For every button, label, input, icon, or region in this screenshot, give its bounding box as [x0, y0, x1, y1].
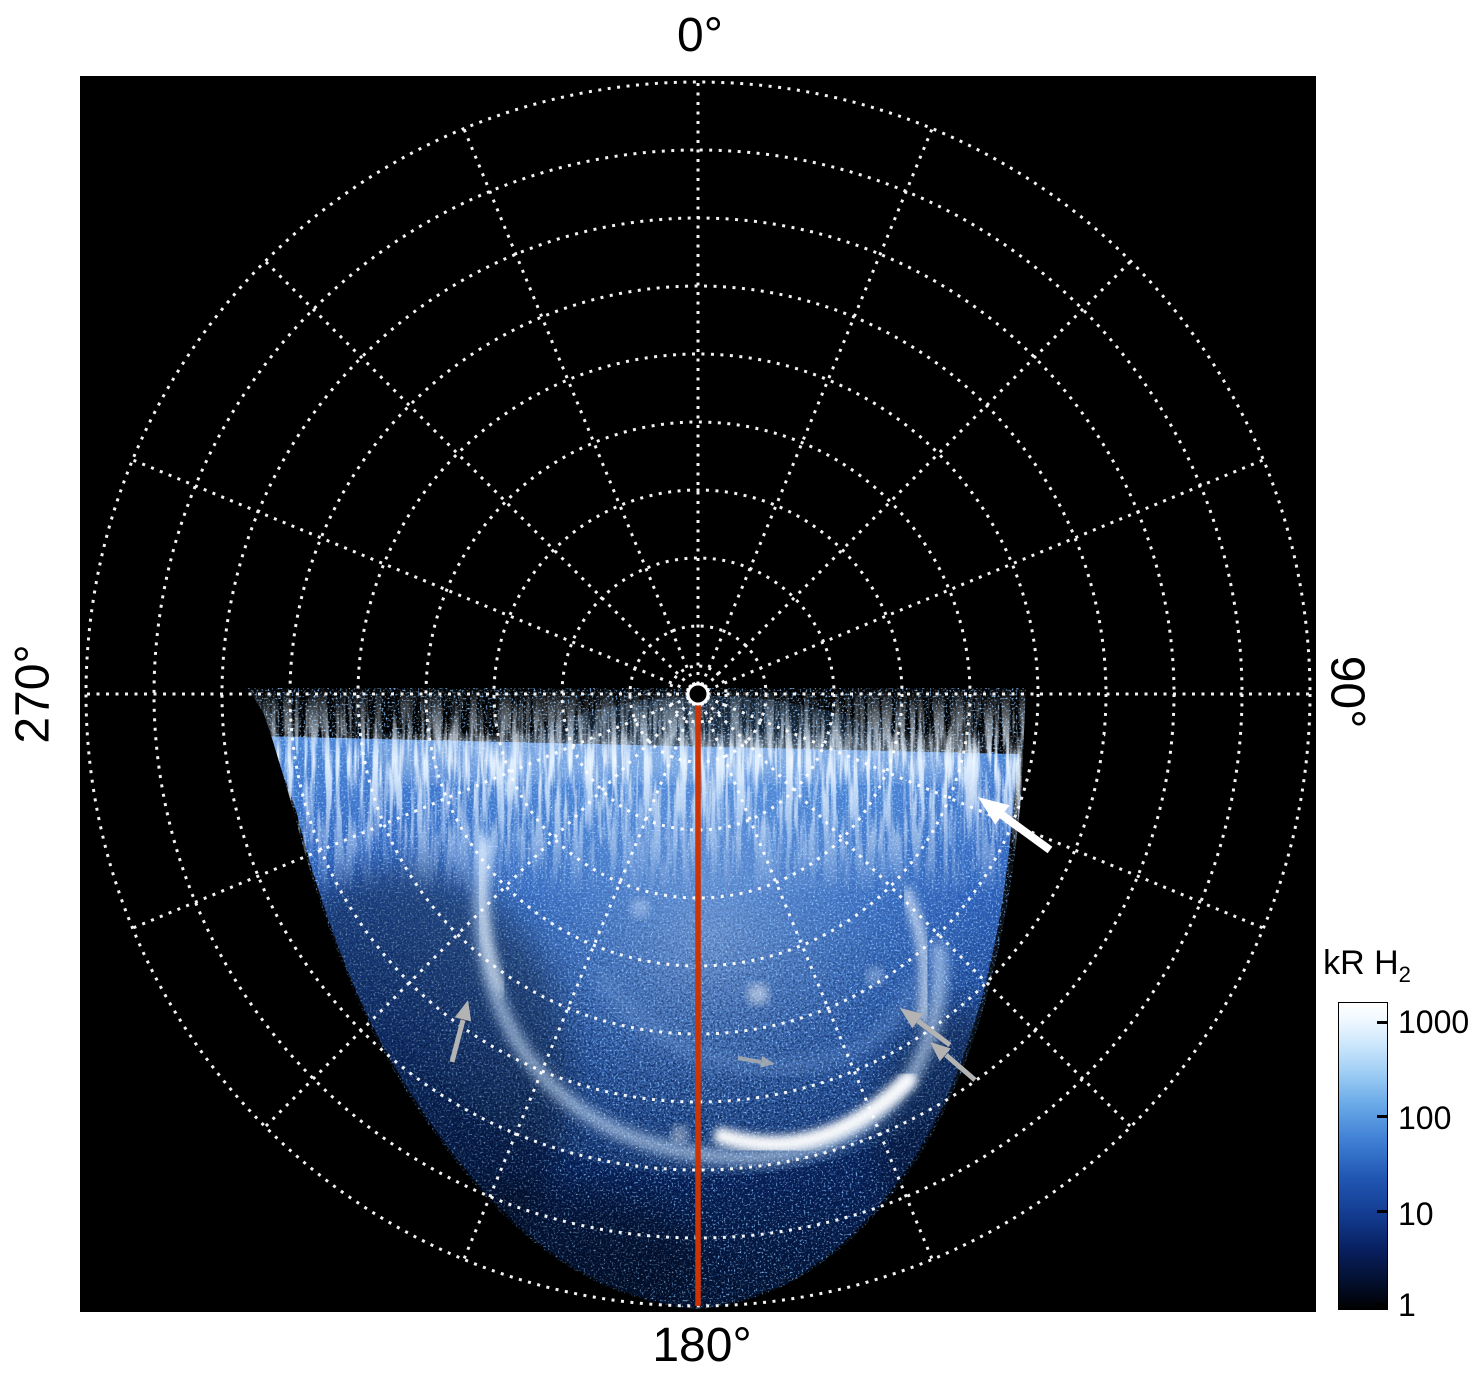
bright-arc-lower-right	[713, 1071, 917, 1153]
angle-label-270: 270°	[6, 644, 60, 744]
bright-blob-3	[630, 898, 650, 918]
gray-arrow-right-outer	[900, 1008, 952, 1047]
angle-label-0: 0°	[677, 9, 723, 62]
gray-arrow-right-outer-head	[900, 1008, 924, 1029]
white-arrow-head	[978, 797, 1010, 825]
white-arrow-shaft	[999, 811, 1053, 854]
gray-arrow-right-outer-shaft	[916, 1019, 952, 1047]
colorbar-title-subscript: 2	[1398, 961, 1411, 987]
angle-label-90: 90°	[1320, 655, 1374, 729]
inner-diffuse-arc	[595, 971, 920, 1073]
polar-plot-area	[80, 76, 1316, 1312]
colorbar-tick-1000: 1000	[1398, 1004, 1470, 1040]
colorbar-tick-100: 100	[1398, 1100, 1452, 1136]
polar-plot-svg	[80, 76, 1316, 1312]
gray-arrow-right-inner-head	[930, 1042, 951, 1062]
gray-arrow-right-inner	[930, 1042, 977, 1082]
pole-marker	[686, 682, 710, 706]
colorbar-tick-10: 10	[1398, 1196, 1434, 1232]
gray-arrow-right-inner-shaft	[944, 1053, 977, 1082]
colorbar-tickmark-100	[1377, 1115, 1387, 1118]
colorbar-gradient	[1338, 1002, 1388, 1310]
gray-arrow-center	[737, 1055, 775, 1068]
bright-blob-2	[671, 1125, 689, 1143]
polar-grid-spokes	[86, 82, 1310, 1306]
colorbar-title: kR H2	[1323, 944, 1411, 988]
colorbar-tick-1: 1	[1398, 1287, 1416, 1323]
gray-arrow-left-head	[454, 1000, 472, 1022]
bright-arc-right	[901, 887, 930, 1023]
gray-arrow-center-shaft	[737, 1056, 762, 1064]
bright-arc-left	[476, 841, 507, 995]
angle-label-180: 180°	[652, 1319, 752, 1372]
colorbar-tickmark-1000	[1377, 1021, 1387, 1024]
limb-streak-band	[250, 688, 1026, 893]
bright-blob-1	[747, 983, 769, 1005]
gray-arrow-left	[449, 1000, 472, 1063]
white-arrow	[978, 797, 1053, 854]
colorbar-tickmark-1	[1377, 1303, 1387, 1306]
bright-blob-4	[866, 967, 884, 985]
colorbar-title-text: kR H	[1323, 944, 1399, 982]
colorbar-tickmark-10	[1377, 1210, 1387, 1213]
gray-arrow-center-head	[760, 1055, 775, 1068]
gray-arrow-left-shaft	[449, 1019, 466, 1063]
